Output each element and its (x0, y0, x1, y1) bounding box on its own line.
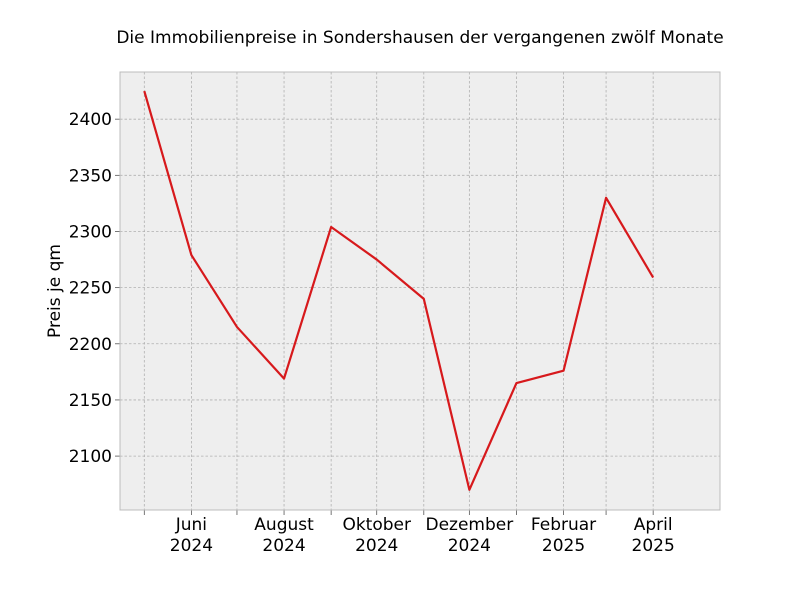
y-axis: 2100 2150 2200 2250 2300 2350 2400 (69, 110, 120, 467)
x-tick-label-month: Februar (531, 515, 596, 535)
chart-title: Die Immobilienpreise in Sondershausen de… (116, 28, 723, 48)
x-tick-label-month: Dezember (425, 515, 513, 535)
x-tick-label-year: 2025 (542, 536, 585, 556)
x-tick-label: August 2024 (254, 515, 314, 556)
plot-area (120, 72, 720, 510)
x-tick-label: Februar 2025 (531, 515, 596, 556)
x-tick-label-month: Oktober (342, 515, 411, 535)
x-tick-label-month: April (634, 515, 673, 535)
y-tick-label: 2100 (69, 447, 112, 467)
x-tick-label: Dezember 2024 (425, 515, 513, 556)
x-tick-label-year: 2024 (448, 536, 491, 556)
x-tick-label-month: Juni (175, 515, 207, 535)
y-axis-label: Preis je qm (45, 244, 65, 338)
x-tick-label: Juni 2024 (170, 515, 213, 556)
y-tick-label: 2250 (69, 279, 112, 299)
y-tick-label: 2300 (69, 222, 112, 242)
y-tick-label: 2150 (69, 391, 112, 411)
x-tick-label-year: 2024 (355, 536, 398, 556)
x-tick-label-year: 2025 (632, 536, 675, 556)
plot-frame (119, 71, 721, 511)
grid-lines (120, 72, 720, 510)
x-tick-label: April 2025 (632, 515, 675, 556)
x-tick-label-year: 2024 (262, 536, 305, 556)
y-tick-label: 2200 (69, 335, 112, 355)
x-tick-label-year: 2024 (170, 536, 213, 556)
x-tick-label: Oktober 2024 (342, 515, 411, 556)
series-line (143, 90, 655, 491)
x-tick-label-month: August (254, 515, 314, 535)
y-tick-label: 2400 (69, 110, 112, 130)
y-tick-label: 2350 (69, 166, 112, 186)
